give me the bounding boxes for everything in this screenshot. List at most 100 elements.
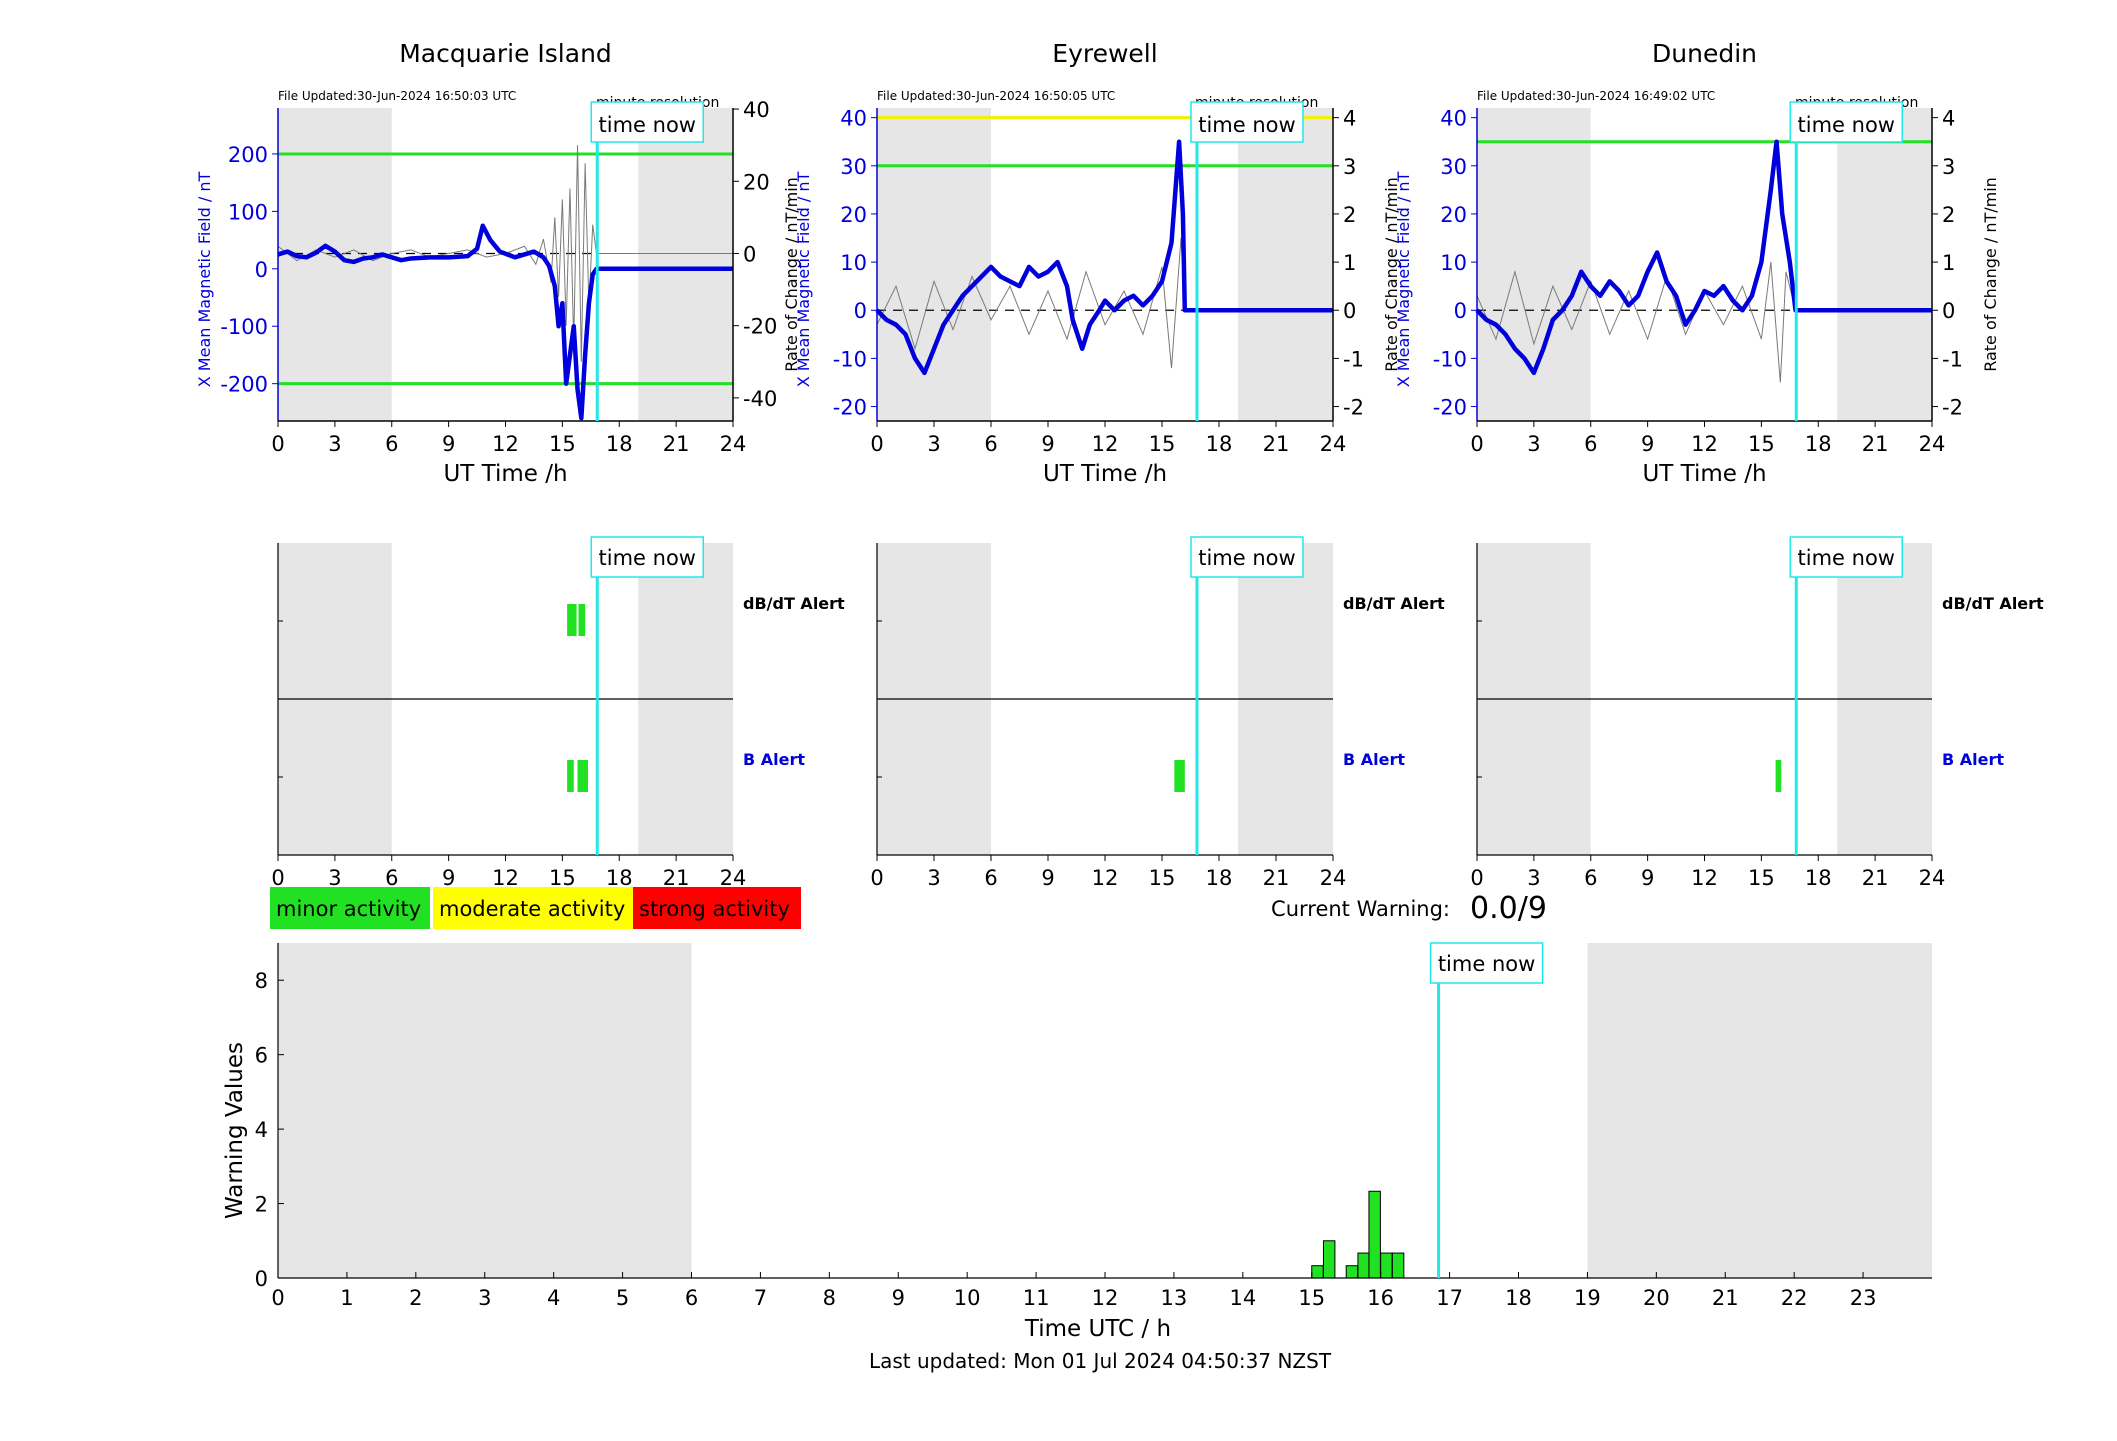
x-tick-label: 9	[1041, 866, 1054, 890]
x-tick-label: 12	[1092, 866, 1119, 890]
night-band	[1587, 943, 1932, 1278]
activity-legend: minor activity moderate activity strong ac…	[270, 887, 801, 929]
time-now-label: time now	[599, 113, 696, 137]
file-updated-text: File Updated:30-Jun-2024 16:50:05 UTC	[877, 89, 1115, 103]
y-right-tick-label: 0	[1343, 299, 1356, 323]
time-now-label: time now	[1198, 546, 1295, 570]
x-tick-label: 15	[549, 432, 576, 456]
y-left-tick-label: -10	[1433, 347, 1467, 371]
y-left-tick-label: 0	[255, 258, 268, 282]
b-alert-label: B Alert	[1343, 750, 1405, 769]
legend-swatch	[270, 887, 430, 929]
x-tick-label: 15	[549, 866, 576, 890]
y-right-tick-label: -40	[743, 387, 777, 411]
warning-bar-1	[1322, 1240, 1336, 1279]
night-band	[278, 943, 692, 1278]
y-right-tick-label: 4	[1942, 107, 1955, 131]
warning-x-tick-label: 11	[1023, 1286, 1050, 1310]
x-tick-label: 18	[606, 432, 633, 456]
x-tick-label: 0	[1470, 866, 1483, 890]
x-tick-label: 3	[1527, 432, 1540, 456]
x-tick-label: 15	[1748, 432, 1775, 456]
x-tick-label: 6	[984, 432, 997, 456]
x-tick-label: 0	[870, 866, 883, 890]
legend-swatch	[433, 887, 633, 929]
warning-bar-4	[1368, 1190, 1381, 1279]
x-tick-label: 18	[1206, 866, 1233, 890]
y-left-tick-label: 40	[840, 107, 867, 131]
warning-x-tick-label: 6	[685, 1286, 698, 1310]
warning-x-tick-label: 13	[1161, 1286, 1188, 1310]
station-panel-0: Macquarie Island File Updated:30-Jun-2024…	[195, 39, 845, 890]
legend-label: minor activity	[276, 897, 421, 921]
time-now-box	[1789, 101, 1904, 143]
x-mean-field-line	[875, 139, 1333, 376]
time-now-label: time now	[1798, 546, 1895, 570]
warning-x-tick-label: 0	[271, 1286, 284, 1310]
dbdt-alert-label: dB/dT Alert	[1343, 594, 1445, 613]
b-alert-bar	[577, 760, 588, 792]
x-tick-label: 6	[984, 866, 997, 890]
x-tick-label: 21	[663, 866, 690, 890]
current-warning-label: Current Warning:	[1271, 897, 1450, 921]
warning-bar-2	[1345, 1265, 1359, 1279]
dbdt-alert-label: dB/dT Alert	[1942, 594, 2044, 613]
x-tick-label: 21	[1862, 432, 1889, 456]
y-right-tick-label: 0	[1942, 299, 1955, 323]
warning-x-tick-label: 14	[1229, 1286, 1256, 1310]
x-tick-label: 3	[328, 432, 341, 456]
warning-y-tick-label: 4	[255, 1118, 268, 1142]
dbdt-alert-bar	[567, 604, 577, 636]
warning-x-tick-label: 12	[1092, 1286, 1119, 1310]
x-tick-label: 24	[1919, 432, 1946, 456]
dbdt-alert-bar	[578, 604, 586, 636]
warning-x-tick-label: 3	[478, 1286, 491, 1310]
warning-y-tick-label: 0	[255, 1267, 268, 1291]
y-left-tick-label: -10	[833, 347, 867, 371]
warning-y-axis-title: Warning Values	[222, 1042, 248, 1219]
y-left-tick-label: 100	[228, 200, 268, 224]
warning-x-tick-label: 10	[954, 1286, 981, 1310]
x-axis-title: UT Time /h	[443, 461, 567, 487]
x-tick-label: 6	[385, 866, 398, 890]
warning-bar-5	[1380, 1252, 1393, 1279]
time-now-box	[1789, 536, 1904, 578]
y-left-tick-label: 40	[1440, 107, 1467, 131]
y-right-tick-label: 1	[1343, 251, 1356, 275]
x-tick-label: 9	[1041, 432, 1054, 456]
y-left-tick-label: 10	[840, 251, 867, 275]
y-left-axis-title: X Mean Magnetic Field / nT	[195, 172, 214, 388]
x-tick-label: 24	[720, 866, 747, 890]
warning-x-tick-label: 21	[1712, 1286, 1739, 1310]
warning-x-tick-label: 5	[616, 1286, 629, 1310]
x-tick-label: 9	[1641, 432, 1654, 456]
time-now-box	[1429, 942, 1544, 984]
warning-x-tick-label: 4	[547, 1286, 560, 1310]
x-tick-label: 12	[1691, 432, 1718, 456]
warning-bar-6	[1391, 1252, 1405, 1279]
y-right-axis-title: Rate of Change / nT/min	[1382, 177, 1401, 372]
y-right-tick-label: -1	[1343, 347, 1364, 371]
x-mean-field-line	[277, 223, 733, 421]
x-tick-label: 15	[1149, 866, 1176, 890]
x-tick-label: 0	[271, 866, 284, 890]
x-tick-label: 0	[1470, 432, 1483, 456]
legend-label: moderate activity	[439, 897, 625, 921]
warning-y-tick-label: 6	[255, 1044, 268, 1068]
y-right-tick-label: -2	[1942, 396, 1963, 420]
x-axis-title: UT Time /h	[1043, 461, 1167, 487]
y-left-tick-label: -200	[220, 373, 268, 397]
x-tick-label: 21	[1263, 866, 1290, 890]
y-right-tick-label: 0	[743, 242, 756, 266]
x-tick-label: 12	[1092, 432, 1119, 456]
file-updated-text: File Updated:30-Jun-2024 16:49:02 UTC	[1477, 89, 1715, 103]
y-right-tick-label: 2	[1343, 203, 1356, 227]
time-now-label: time now	[1798, 113, 1895, 137]
time-now-box	[1190, 101, 1304, 143]
x-tick-label: 18	[1206, 432, 1233, 456]
station-title: Dunedin	[1652, 39, 1757, 68]
x-axis-title: UT Time /h	[1642, 461, 1766, 487]
night-band	[638, 108, 733, 421]
